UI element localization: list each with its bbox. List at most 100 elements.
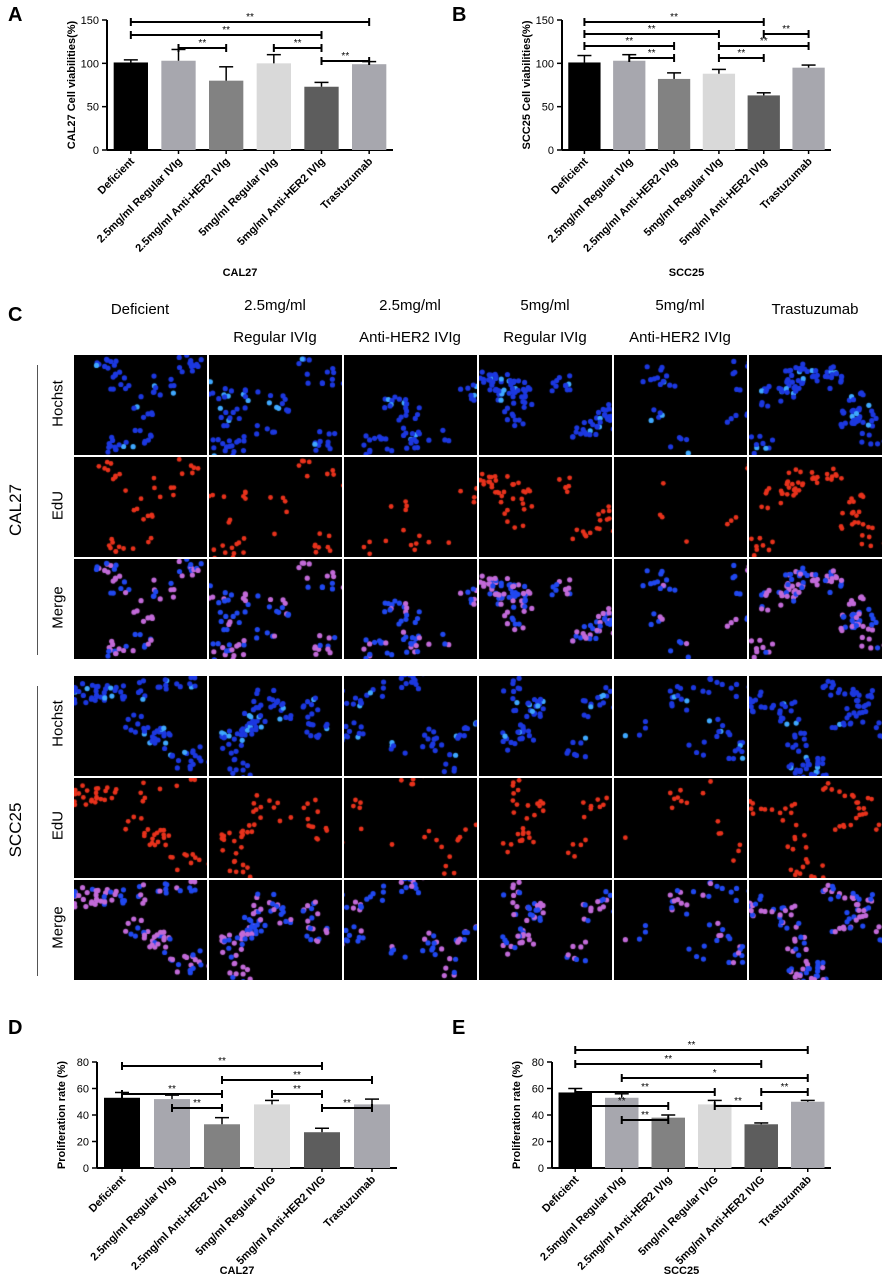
column-header-line1: 2.5mg/ml	[345, 296, 475, 316]
column-header-5: 5mg/ml Anti-HER2 IVIg	[615, 296, 745, 348]
bar	[605, 1098, 638, 1168]
micrograph-cal27-merge-2	[209, 559, 342, 659]
y-tick-label: 40	[77, 1110, 89, 1122]
y-tick-label: 40	[532, 1110, 544, 1122]
bar	[352, 64, 386, 150]
bar	[613, 61, 645, 150]
bar	[257, 63, 291, 150]
x-tick-label: Deficient	[540, 1173, 582, 1215]
micrograph-scc25-hochst-4	[479, 676, 612, 776]
y-tick-label: 150	[81, 15, 99, 27]
micrograph-scc25-merge-5	[614, 880, 747, 980]
micrograph-scc25-edu-1	[74, 778, 207, 878]
panel-label-c: C	[8, 304, 22, 327]
x-axis-label: SCC25	[664, 1265, 699, 1277]
bar	[658, 79, 690, 150]
row-label-scc25-merge: Merge	[50, 878, 67, 978]
micrograph-cal27-hochst-2	[209, 355, 342, 455]
column-header-1: Deficient	[75, 300, 205, 320]
bar-chart-scc25-proliferation: 020406080Proliferation rate (%)Deficient…	[443, 1010, 886, 1282]
significance-label: **	[648, 48, 656, 59]
significance-label: **	[198, 38, 206, 49]
x-axis-label: CAL27	[220, 1265, 255, 1277]
x-tick-label: 5mg/ml Regular IVIG	[636, 1174, 721, 1259]
bar	[254, 1104, 290, 1168]
micrograph-scc25-merge-4	[479, 880, 612, 980]
x-tick-label: 2.5mg/ml Regular IVIg	[538, 1174, 628, 1264]
y-axis-label: Proliferation rate (%)	[511, 1061, 523, 1170]
row-label-cal27-merge: Merge	[50, 558, 67, 658]
column-header-line1: 5mg/ml	[615, 296, 745, 316]
bar	[104, 1098, 140, 1168]
x-tick-label: 2.5mg/ml Anti-HER2 IVIg	[133, 156, 232, 255]
x-axis-label: CAL27	[223, 267, 258, 279]
micrograph-cal27-edu-3	[344, 457, 477, 557]
bar	[209, 81, 243, 150]
significance-label: **	[737, 48, 745, 59]
column-header-2: 2.5mg/ml Regular IVIg	[210, 296, 340, 348]
significance-label: **	[293, 1070, 301, 1081]
significance-label: **	[641, 1082, 649, 1093]
x-tick-label: Deficient	[549, 155, 591, 197]
bar	[791, 1102, 824, 1168]
significance-label: **	[294, 38, 302, 49]
x-tick-label: Trastuzumab	[322, 1173, 379, 1230]
row-label-scc25-hochst: Hochst	[50, 674, 67, 774]
micrograph-scc25-merge-2	[209, 880, 342, 980]
bar	[304, 1132, 340, 1168]
micrograph-cal27-merge-3	[344, 559, 477, 659]
group-label-scc25: SCC25	[6, 770, 26, 890]
column-header-line2: Regular IVIg	[480, 328, 610, 348]
y-tick-label: 20	[532, 1137, 544, 1149]
micrograph-cal27-edu-6	[749, 457, 882, 557]
x-tick-label: 2.5mg/ml Regular IVIg	[88, 1174, 178, 1264]
significance-label: **	[293, 1084, 301, 1095]
micrograph-scc25-edu-6	[749, 778, 882, 878]
y-tick-label: 80	[77, 1057, 89, 1069]
x-tick-label: 2.5mg/ml Anti-HER2 IVIg	[575, 1174, 674, 1273]
column-header-3: 2.5mg/ml Anti-HER2 IVIg	[345, 296, 475, 348]
significance-label: **	[688, 1040, 696, 1051]
y-tick-label: 0	[548, 145, 554, 157]
group-label-cal27: CAL27	[6, 450, 26, 570]
x-tick-label: 5mg/ml Anti-HER2 IVIg	[677, 156, 769, 248]
micrograph-scc25-edu-2	[209, 778, 342, 878]
micrograph-scc25-edu-5	[614, 778, 747, 878]
micrograph-cal27-hochst-3	[344, 355, 477, 455]
significance-label: **	[343, 1098, 351, 1109]
y-tick-label: 150	[536, 15, 554, 27]
significance-label: **	[664, 1054, 672, 1065]
y-tick-label: 50	[87, 102, 99, 114]
column-header-line2: Anti-HER2 IVIg	[615, 328, 745, 348]
bar-chart-cal27-proliferation: 020406080Proliferation rate (%)Deficient…	[0, 1010, 443, 1282]
y-axis-label: SCC25 Cell viabilities(%)	[521, 20, 533, 149]
column-header-line2: Regular IVIg	[210, 328, 340, 348]
column-header-6: Trastuzumab	[750, 300, 880, 320]
micrograph-scc25-hochst-2	[209, 676, 342, 776]
row-label-cal27-hochst: Hochst	[50, 354, 67, 454]
micrograph-cal27-hochst-6	[749, 355, 882, 455]
bar	[792, 68, 824, 150]
significance-label: **	[625, 36, 633, 47]
significance-label: *	[713, 1068, 717, 1079]
micrograph-cal27-edu-2	[209, 457, 342, 557]
column-header-line1: 2.5mg/ml	[210, 296, 340, 316]
column-header-line2: Anti-HER2 IVIg	[345, 328, 475, 348]
column-header-line2: Trastuzumab	[750, 300, 880, 320]
y-tick-label: 50	[542, 102, 554, 114]
micrograph-cal27-edu-1	[74, 457, 207, 557]
micrograph-scc25-merge-1	[74, 880, 207, 980]
micrograph-scc25-hochst-6	[749, 676, 882, 776]
group-bracket-cal27	[37, 365, 38, 655]
micrograph-scc25-edu-3	[344, 778, 477, 878]
column-header-line1: 5mg/ml	[480, 296, 610, 316]
y-tick-label: 0	[93, 145, 99, 157]
y-tick-label: 0	[538, 1163, 544, 1175]
x-tick-label: 5mg/ml Regular IVIg	[642, 156, 725, 239]
bar	[304, 87, 338, 150]
bar	[703, 74, 735, 150]
bar	[748, 95, 780, 150]
significance-label: **	[648, 24, 656, 35]
bar-chart-scc25-viability: 050100150SCC25 Cell viabilities(%)Defici…	[443, 0, 886, 292]
y-tick-label: 100	[81, 58, 99, 70]
